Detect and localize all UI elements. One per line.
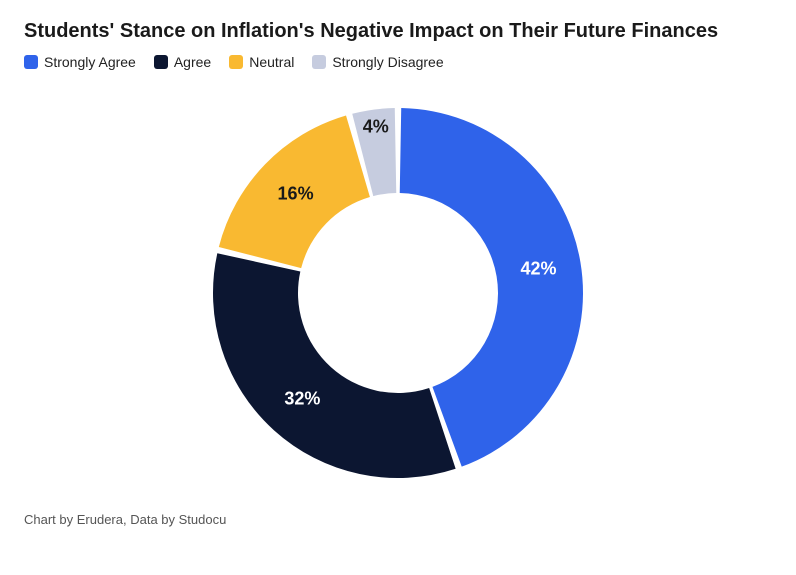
chart-container: Students' Stance on Inflation's Negative…	[0, 0, 796, 575]
donut-chart	[203, 98, 593, 488]
chart-footer: Chart by Erudera, Data by Studocu	[24, 512, 772, 527]
legend-item: Agree	[154, 54, 211, 70]
legend-label: Agree	[174, 54, 211, 70]
chart-area: 42% 32% 16% 4%	[24, 78, 772, 508]
slice-label: 16%	[278, 183, 314, 204]
donut-slice	[213, 253, 456, 478]
chart-title: Students' Stance on Inflation's Negative…	[24, 18, 772, 44]
legend: Strongly Agree Agree Neutral Strongly Disag…	[24, 54, 772, 70]
legend-label: Neutral	[249, 54, 294, 70]
legend-item: Neutral	[229, 54, 294, 70]
legend-item: Strongly Agree	[24, 54, 136, 70]
legend-label: Strongly Disagree	[332, 54, 443, 70]
legend-swatch	[24, 55, 38, 69]
legend-swatch	[229, 55, 243, 69]
slice-label: 4%	[363, 117, 389, 138]
legend-swatch	[312, 55, 326, 69]
slice-label: 32%	[284, 388, 320, 409]
legend-label: Strongly Agree	[44, 54, 136, 70]
slice-label: 42%	[520, 259, 556, 280]
legend-item: Strongly Disagree	[312, 54, 443, 70]
legend-swatch	[154, 55, 168, 69]
